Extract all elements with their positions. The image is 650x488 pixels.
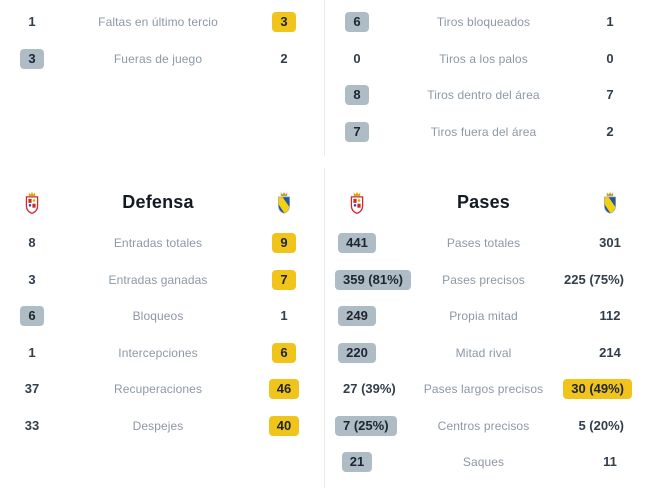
away-stat-value: 2 (606, 123, 614, 139)
stat-label: Entradas totales (113, 236, 203, 251)
stat-label: Saques (462, 455, 505, 470)
stat-row: 7 Tiros fuera del área 2 (335, 114, 632, 151)
stat-row: 33 Despejes 40 (10, 408, 306, 445)
stat-label: Recuperaciones (113, 382, 203, 397)
home-stat-value: 6 (20, 306, 44, 327)
stat-row: 3 Entradas ganadas 7 (10, 262, 306, 299)
stat-label: Pases precisos (442, 272, 525, 287)
defense-section: Defensa 8 Entradas tot (0, 168, 325, 488)
home-stat-value: 27 (39%) (343, 381, 396, 397)
home-stat-value: 8 (28, 235, 36, 251)
home-stat-value: 0 (353, 50, 361, 66)
section-title: Defensa (122, 192, 194, 212)
stat-label: Fueras de juego (113, 51, 203, 66)
home-stat-value: 441 (338, 233, 376, 254)
home-stat-value: 7 (345, 121, 369, 142)
stat-label: Pases largos precisos (423, 382, 544, 397)
real-zaragoza-crest-icon (350, 192, 364, 214)
stat-label: Faltas en último tercio (98, 15, 218, 30)
away-stat-value: 5 (20%) (578, 417, 624, 433)
away-stat-value: 1 (606, 14, 614, 30)
home-stat-value: 220 (338, 342, 376, 363)
stat-label: Tiros bloqueados (436, 15, 531, 30)
away-stat-value: 0 (606, 50, 614, 66)
stat-row: 27 (39%) Pases largos precisos 30 (49%) (335, 371, 632, 408)
home-stat-value: 6 (345, 12, 369, 33)
home-stat-value: 1 (28, 344, 36, 360)
away-team-crest (588, 191, 632, 214)
stat-row: 249 Propia mitad 112 (335, 298, 632, 335)
away-stat-value: 6 (272, 342, 296, 363)
stat-row: 7 (25%) Centros precisos 5 (20%) (335, 408, 632, 445)
home-team-crest (335, 191, 379, 214)
away-stat-value: 225 (75%) (564, 271, 624, 287)
stat-row: 359 (81%) Pases precisos 225 (75%) (335, 262, 632, 299)
stat-label: Entradas ganadas (108, 272, 208, 287)
passes-section: Pases 441 Pases totale (325, 168, 650, 488)
top-left-column: 1 Faltas en último tercio 3 3 Fueras de … (0, 0, 325, 156)
home-stat-value: 37 (24, 381, 40, 397)
stat-label: Despejes (132, 418, 184, 433)
passes-section-header: Pases (335, 168, 632, 225)
away-stat-value: 11 (603, 454, 617, 470)
stat-row: 8 Tiros dentro del área 7 (335, 77, 632, 114)
stat-label: Propia mitad (449, 309, 518, 324)
stat-row: 1 Intercepciones 6 (10, 335, 306, 372)
away-stat-value: 214 (599, 344, 621, 360)
away-stat-value: 3 (272, 12, 296, 33)
stat-label: Tiros fuera del área (430, 124, 537, 139)
stat-row: 8 Entradas totales 9 (10, 225, 306, 262)
cadiz-cf-crest-icon (604, 192, 616, 214)
defense-section-header: Defensa (10, 168, 306, 225)
home-team-crest (10, 191, 54, 214)
real-zaragoza-crest-icon (25, 192, 39, 214)
top-stats-panel: 1 Faltas en último tercio 3 3 Fueras de … (0, 0, 650, 156)
stat-row: 220 Mitad rival 214 (335, 335, 632, 372)
stat-row: 21 Saques 11 (335, 444, 632, 481)
home-stat-value: 33 (24, 417, 40, 433)
away-stat-value: 30 (49%) (563, 379, 632, 400)
stat-label: Intercepciones (118, 345, 198, 360)
stat-label: Pases totales (446, 236, 521, 251)
stat-row: 441 Pases totales 301 (335, 225, 632, 262)
away-stat-value: 7 (606, 87, 614, 103)
home-stat-value: 7 (25%) (335, 415, 397, 436)
away-team-crest (262, 191, 306, 214)
home-stat-value: 1 (28, 14, 36, 30)
top-right-column: 6 Tiros bloqueados 1 0 Tiros a los palos… (325, 0, 650, 156)
stat-row: 3 Fueras de juego 2 (10, 41, 306, 78)
stat-label: Mitad rival (455, 345, 512, 360)
stat-label: Tiros dentro del área (427, 88, 540, 103)
stat-row: 6 Bloqueos 1 (10, 298, 306, 335)
home-stat-value: 3 (20, 48, 44, 69)
home-stat-value: 3 (28, 271, 36, 287)
section-title: Pases (456, 192, 511, 212)
away-stat-value: 1 (280, 308, 288, 324)
stat-row: 1 Faltas en último tercio 3 (10, 4, 306, 41)
stat-row: 37 Recuperaciones 46 (10, 371, 306, 408)
away-stat-value: 112 (599, 308, 621, 324)
stat-label: Tiros a los palos (439, 51, 528, 66)
away-stat-value: 40 (268, 415, 300, 436)
stat-row: 0 Tiros a los palos 0 (335, 41, 632, 78)
away-stat-value: 9 (272, 233, 296, 254)
bottom-stats-panel: Defensa 8 Entradas tot (0, 168, 650, 488)
stat-label: Centros precisos (437, 418, 530, 433)
away-stat-value: 2 (280, 50, 288, 66)
stat-label: Bloqueos (132, 309, 184, 324)
away-stat-value: 7 (272, 269, 296, 290)
home-stat-value: 21 (341, 452, 373, 473)
away-stat-value: 301 (599, 235, 621, 251)
home-stat-value: 249 (338, 306, 376, 327)
cadiz-cf-crest-icon (278, 192, 290, 214)
stat-row: 6 Tiros bloqueados 1 (335, 4, 632, 41)
away-stat-value: 46 (268, 379, 300, 400)
home-stat-value: 8 (345, 85, 369, 106)
home-stat-value: 359 (81%) (335, 269, 411, 290)
section-gap (0, 156, 650, 168)
